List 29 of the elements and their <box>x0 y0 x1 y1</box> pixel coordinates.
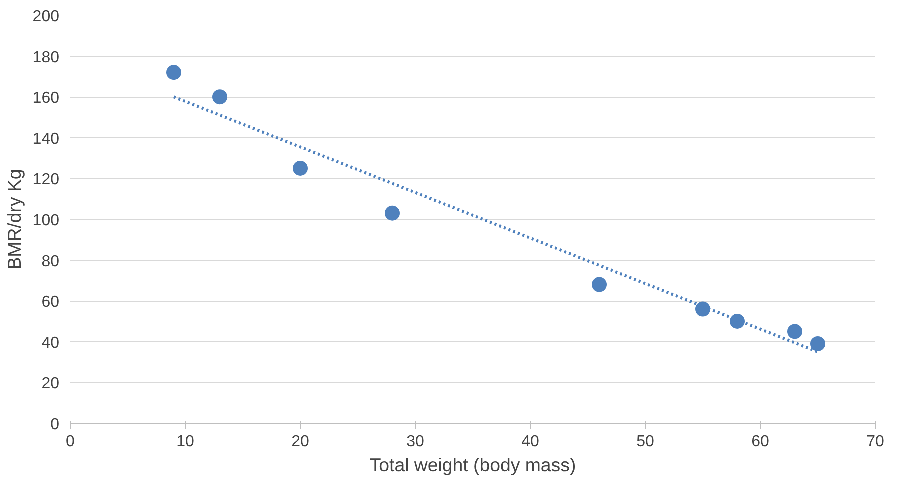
y-tick-label: 120 <box>32 172 60 189</box>
x-tick-label: 40 <box>522 434 540 450</box>
x-tick-label: 10 <box>176 434 194 450</box>
y-axis-title: BMR/dry Kg <box>4 169 25 270</box>
x-tick-label: 60 <box>752 434 770 450</box>
x-tick-label: 70 <box>866 434 884 450</box>
point <box>788 324 802 340</box>
x-tick-label: 50 <box>636 434 654 450</box>
y-tick-label: 160 <box>32 90 60 108</box>
y-tick-label: 40 <box>42 334 60 352</box>
point <box>293 161 308 176</box>
point <box>385 206 400 221</box>
point <box>810 336 826 352</box>
y-tick-label: 200 <box>32 8 60 26</box>
point <box>592 277 607 292</box>
y-tick-label: 100 <box>32 212 60 230</box>
y-tick-label: 140 <box>32 130 60 148</box>
x-tick-label: 30 <box>406 434 424 450</box>
y-tick-label: 80 <box>42 253 60 270</box>
x-tick-label: 0 <box>66 434 76 450</box>
point <box>730 314 745 329</box>
y-tick-label: 20 <box>42 376 60 393</box>
x-tick-label: 20 <box>292 434 310 450</box>
y-tick-label: 0 <box>50 416 60 434</box>
point <box>212 90 228 105</box>
point <box>166 65 182 80</box>
y-tick-label: 60 <box>42 294 60 312</box>
y-tick-label: 180 <box>32 49 60 66</box>
x-axis-title: Total weight (body mass) <box>370 454 576 476</box>
